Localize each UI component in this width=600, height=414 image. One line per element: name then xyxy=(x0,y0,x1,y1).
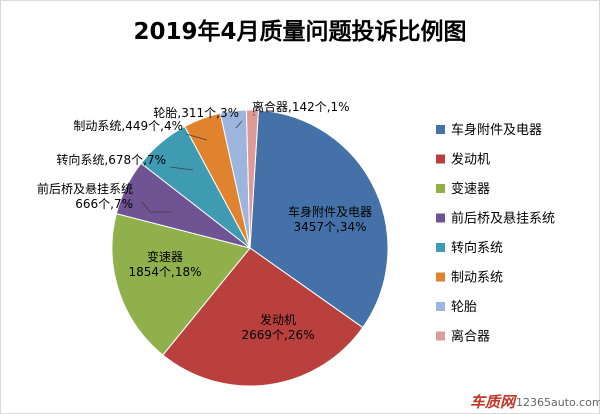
slice-label-3: 变速器 1854个,18% xyxy=(128,249,201,279)
slice-label-2: 发动机 2669个,26% xyxy=(241,312,314,342)
leader-line-7 xyxy=(235,120,243,129)
legend-swatch-5 xyxy=(436,243,445,252)
slice-label-8: 离合器,142个,1% xyxy=(252,99,350,114)
legend-swatch-8 xyxy=(436,331,445,341)
pie-slice-8 xyxy=(245,109,259,249)
legend-swatch-6 xyxy=(436,272,445,282)
legend-label-6: 制动系统 xyxy=(451,271,503,286)
legend-swatch-7 xyxy=(436,302,445,311)
legend-swatch-2 xyxy=(436,154,445,164)
slice-label-5: 转向系统,678个,7% xyxy=(56,152,166,167)
legend-label-5: 转向系统 xyxy=(451,240,503,256)
legend-label-3: 变速器 xyxy=(451,181,490,197)
chart-title: 2019年4月质量问题投诉比例图 xyxy=(133,19,467,45)
slice-label-6: 制动系统,449个,4% xyxy=(73,119,183,133)
legend-swatch-1 xyxy=(436,125,445,134)
slice-label-1: 车身附件及电器 3457个,34% xyxy=(288,204,372,234)
legend-swatch-3 xyxy=(436,184,445,193)
watermark: 车质网 12365auto.com xyxy=(470,393,600,411)
slice-label-7: 轮胎,311个,3% xyxy=(153,106,239,120)
watermark-site: 12365auto.com xyxy=(516,396,600,409)
leader-line-6 xyxy=(185,133,208,141)
pie-slice-3 xyxy=(111,213,251,356)
legend-label-2: 发动机 xyxy=(451,152,490,168)
slice-label-4: 前后桥及悬挂系统 666个,7% xyxy=(37,181,133,211)
leader-line-5 xyxy=(169,166,194,171)
legend-label-8: 离合器 xyxy=(451,329,490,345)
watermark-logo: 车质网 xyxy=(470,393,518,411)
legend-label-1: 车身附件及电器 xyxy=(451,122,542,138)
pie-slice-1 xyxy=(249,109,389,329)
legend-label-4: 前后桥及悬挂系统 xyxy=(451,211,555,227)
legend-swatch-4 xyxy=(436,213,445,223)
legend-label-7: 轮胎 xyxy=(451,300,477,315)
pie-slice-2 xyxy=(162,247,364,387)
leader-line-4 xyxy=(141,201,172,213)
